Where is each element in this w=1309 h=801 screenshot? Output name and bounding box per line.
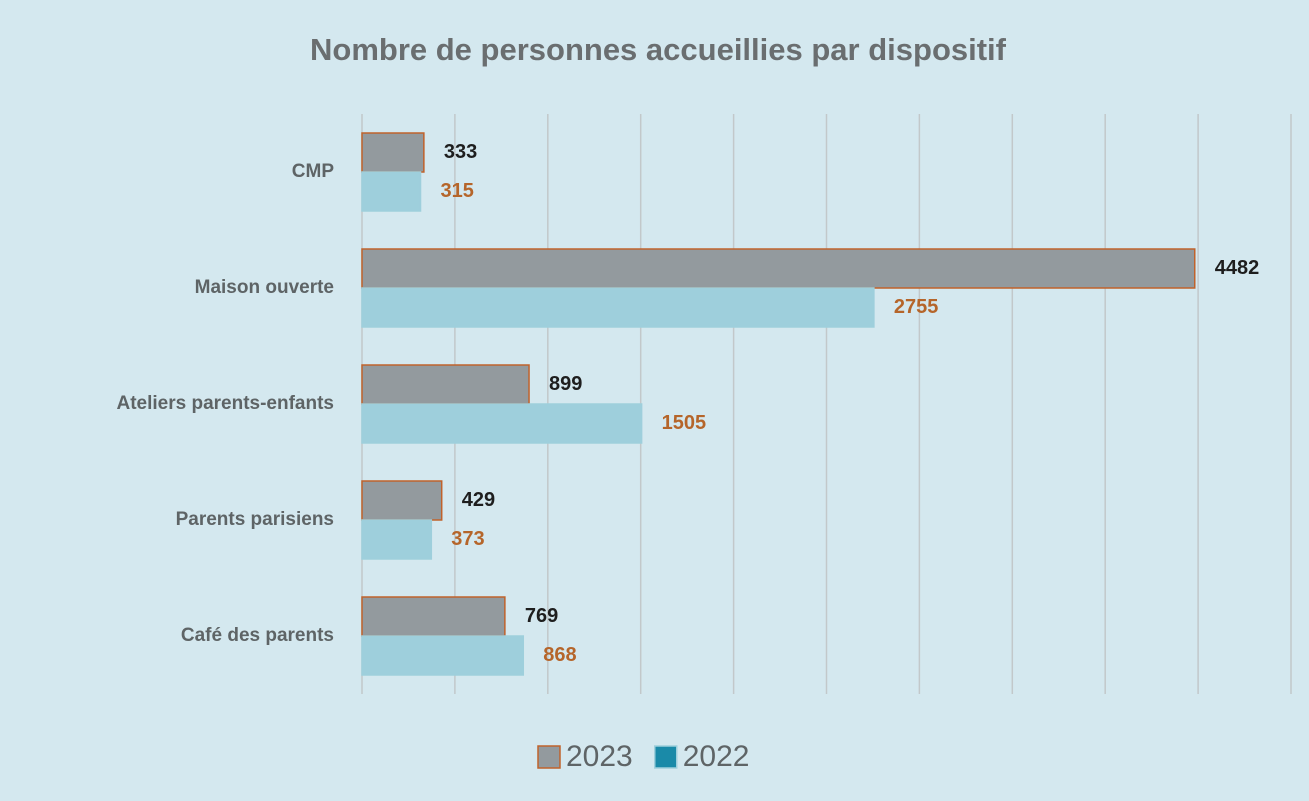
data-label: 333	[444, 141, 477, 163]
bar	[361, 635, 525, 676]
y-tick-label: Parents parisiens	[176, 509, 334, 530]
data-label: 769	[525, 605, 558, 627]
data-label: 868	[543, 644, 576, 666]
data-label: 4482	[1215, 257, 1260, 279]
data-label: 1505	[662, 412, 707, 434]
y-tick-label: Café des parents	[181, 625, 334, 646]
data-label: 2755	[894, 296, 939, 318]
y-tick-label: Ateliers parents-enfants	[116, 393, 334, 414]
bar	[361, 248, 1196, 289]
legend-swatch	[654, 745, 678, 769]
legend-label: 2023	[566, 740, 633, 773]
y-tick-label: CMP	[292, 161, 335, 182]
data-label: 429	[462, 489, 495, 511]
bar	[361, 364, 530, 405]
y-tick-label: Maison ouverte	[195, 277, 334, 298]
chart-title: Nombre de personnes accueillies par disp…	[310, 32, 1007, 67]
bar	[361, 480, 443, 521]
bar	[361, 287, 875, 328]
bar	[361, 403, 643, 444]
data-label: 315	[441, 180, 474, 202]
bar	[361, 596, 506, 637]
legend-label: 2022	[683, 740, 750, 773]
legend-swatch	[537, 745, 561, 769]
bar	[361, 171, 422, 212]
bar	[361, 519, 433, 560]
bar	[361, 132, 425, 173]
data-label: 373	[451, 528, 484, 550]
data-label: 899	[549, 373, 582, 395]
